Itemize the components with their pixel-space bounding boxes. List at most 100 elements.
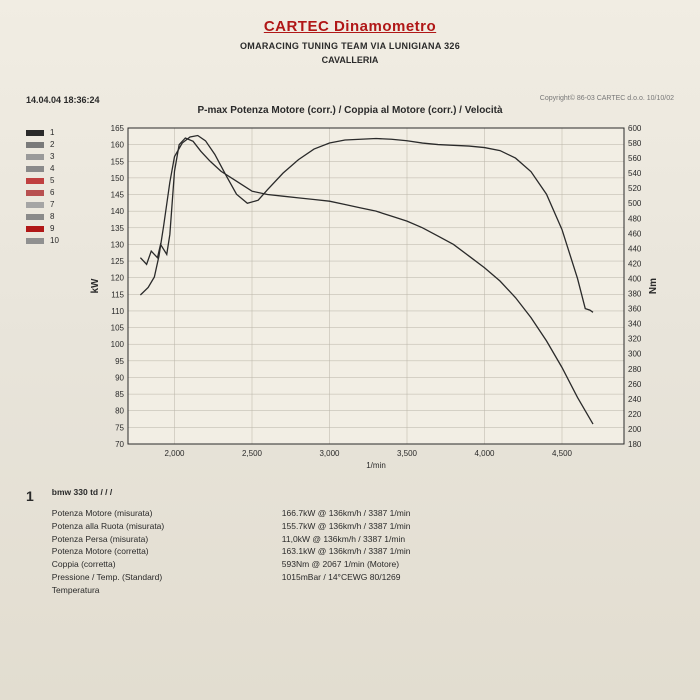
legend-item: 6 [26, 188, 86, 197]
svg-text:125: 125 [111, 257, 125, 266]
svg-text:460: 460 [628, 229, 642, 238]
legend-item: 10 [26, 236, 86, 245]
svg-text:260: 260 [628, 380, 642, 389]
result-label: Potenza alla Ruota (misurata) [34, 520, 282, 533]
svg-text:165: 165 [111, 124, 125, 133]
svg-text:580: 580 [628, 139, 642, 148]
legend-label: 6 [50, 188, 54, 197]
svg-text:220: 220 [628, 410, 642, 419]
legend-label: 5 [50, 176, 54, 185]
legend-swatch [26, 142, 44, 148]
legend-item: 1 [26, 128, 86, 137]
result-label: Temperatura [34, 584, 282, 597]
address-line-2: CAVALLERIA [26, 55, 674, 65]
svg-text:520: 520 [628, 184, 642, 193]
legend-swatch [26, 226, 44, 232]
legend-swatch [26, 154, 44, 160]
result-value: 11,0kW @ 136km/h / 3387 1/min [282, 533, 411, 546]
svg-text:135: 135 [111, 224, 125, 233]
run-index: 1 [26, 488, 34, 504]
svg-text:Nm: Nm [648, 278, 659, 294]
svg-text:300: 300 [628, 350, 642, 359]
legend-label: 3 [50, 152, 54, 161]
vehicle-name: bmw 330 td / / / [34, 486, 282, 507]
svg-text:600: 600 [628, 124, 642, 133]
result-value: 166.7kW @ 136km/h / 3387 1/min [282, 507, 411, 520]
dyno-chart: 7075808590951001051101151201251301351401… [86, 122, 666, 472]
svg-text:500: 500 [628, 199, 642, 208]
svg-text:280: 280 [628, 365, 642, 374]
legend-swatch [26, 202, 44, 208]
svg-text:150: 150 [111, 174, 125, 183]
legend-label: 7 [50, 200, 54, 209]
report-header: CARTEC Dinamometro OMARACING TUNING TEAM… [26, 18, 674, 65]
result-value: 1015mBar / 14°CEWG 80/1269 [282, 571, 411, 584]
result-label: Coppia (corretta) [34, 558, 282, 571]
copyright: Copyright© 86-03 CARTEC d.o.o. 10/10/02 [540, 95, 674, 105]
svg-text:100: 100 [111, 340, 125, 349]
svg-text:105: 105 [111, 324, 125, 333]
legend-item: 3 [26, 152, 86, 161]
svg-text:380: 380 [628, 290, 642, 299]
result-value: 163.1kW @ 136km/h / 3387 1/min [282, 545, 411, 558]
svg-text:480: 480 [628, 214, 642, 223]
svg-text:140: 140 [111, 207, 125, 216]
result-value: 155.7kW @ 136km/h / 3387 1/min [282, 520, 411, 533]
svg-text:540: 540 [628, 169, 642, 178]
result-value [282, 584, 411, 597]
legend-item: 8 [26, 212, 86, 221]
legend-swatch [26, 178, 44, 184]
result-label: Pressione / Temp. (Standard) [34, 571, 282, 584]
legend-item: 2 [26, 140, 86, 149]
results-footer: 1 bmw 330 td / / / Potenza Motore (misur… [26, 486, 674, 596]
legend-swatch [26, 214, 44, 220]
legend-swatch [26, 130, 44, 136]
svg-text:4,000: 4,000 [474, 449, 495, 458]
svg-text:160: 160 [111, 141, 125, 150]
svg-text:110: 110 [111, 307, 124, 316]
svg-text:360: 360 [628, 305, 642, 314]
address-line: OMARACING TUNING TEAM VIA LUNIGIANA 326 [26, 41, 674, 51]
legend-label: 2 [50, 140, 54, 149]
svg-text:240: 240 [628, 395, 642, 404]
svg-text:560: 560 [628, 154, 642, 163]
legend-item: 5 [26, 176, 86, 185]
legend-label: 9 [50, 224, 54, 233]
svg-text:3,500: 3,500 [397, 449, 418, 458]
legend-swatch [26, 190, 44, 196]
result-label: Potenza Motore (corretta) [34, 545, 282, 558]
svg-text:70: 70 [115, 440, 124, 449]
svg-text:2,500: 2,500 [242, 449, 263, 458]
legend-item: 9 [26, 224, 86, 233]
svg-text:180: 180 [628, 440, 642, 449]
svg-text:3,000: 3,000 [319, 449, 340, 458]
result-label: Potenza Motore (misurata) [34, 507, 282, 520]
legend-swatch [26, 238, 44, 244]
legend-swatch [26, 166, 44, 172]
legend-label: 8 [50, 212, 54, 221]
svg-text:420: 420 [628, 259, 642, 268]
legend-item: 7 [26, 200, 86, 209]
svg-text:kW: kW [90, 278, 101, 294]
svg-text:145: 145 [111, 191, 125, 200]
result-label: Potenza Persa (misurata) [34, 533, 282, 546]
svg-text:2,000: 2,000 [164, 449, 185, 458]
svg-text:400: 400 [628, 274, 642, 283]
svg-text:200: 200 [628, 425, 642, 434]
svg-text:80: 80 [115, 407, 124, 416]
svg-text:85: 85 [115, 390, 124, 399]
svg-text:4,500: 4,500 [552, 449, 573, 458]
chart-title: P-max Potenza Motore (corr.) / Coppia al… [26, 105, 674, 116]
svg-text:440: 440 [628, 244, 642, 253]
svg-text:1/min: 1/min [366, 461, 386, 470]
legend-label: 4 [50, 164, 54, 173]
result-value: 593Nm @ 2067 1/min (Motore) [282, 558, 411, 571]
svg-text:75: 75 [115, 423, 124, 432]
svg-text:340: 340 [628, 320, 642, 329]
svg-text:155: 155 [111, 157, 125, 166]
legend-item: 4 [26, 164, 86, 173]
svg-text:320: 320 [628, 335, 642, 344]
svg-text:90: 90 [115, 373, 124, 382]
legend-label: 1 [50, 128, 54, 137]
legend-label: 10 [50, 236, 59, 245]
